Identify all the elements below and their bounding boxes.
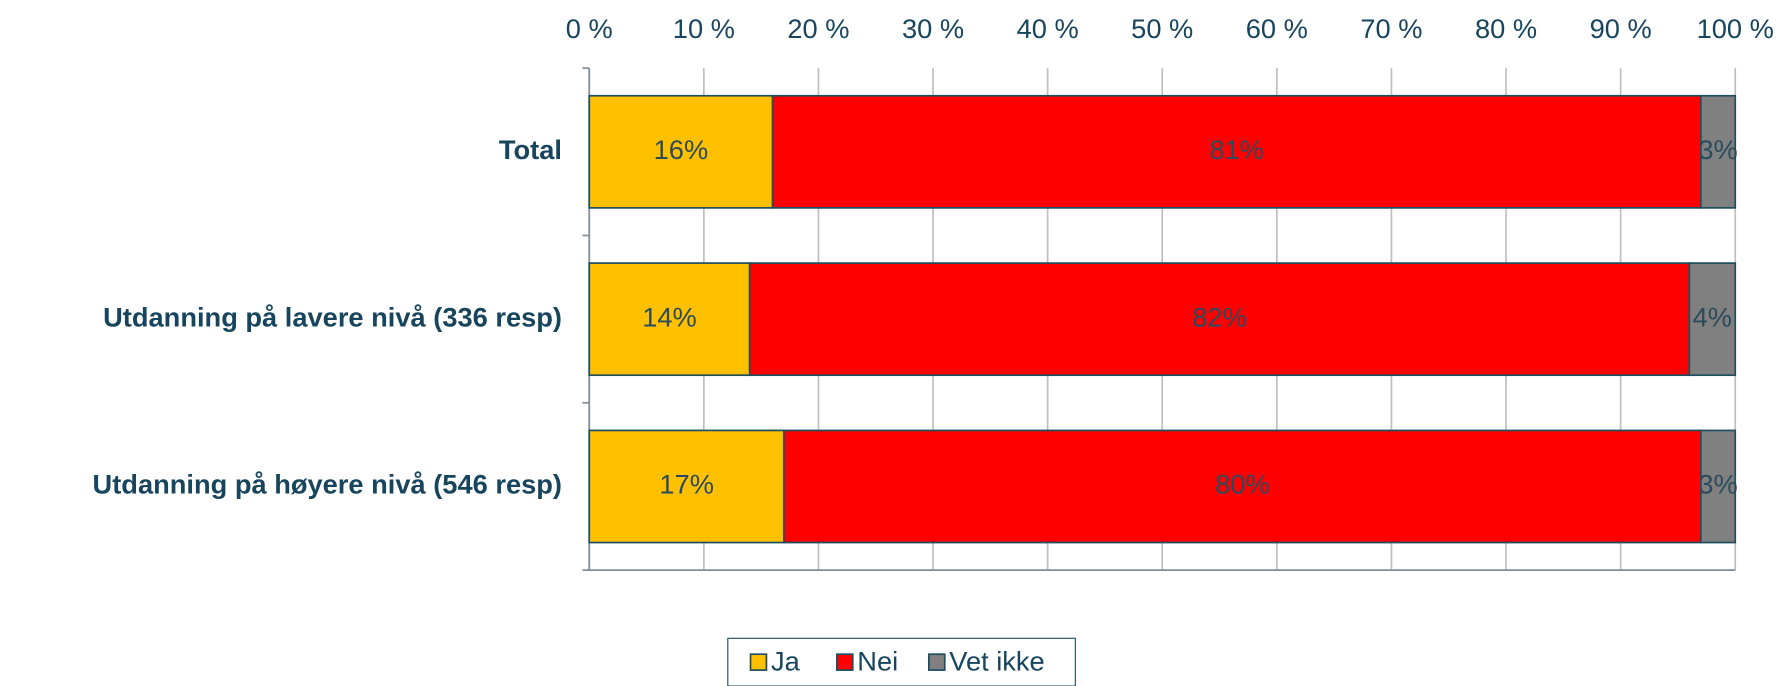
- value-label: 81%: [1209, 134, 1264, 165]
- x-tick-label: 100 %: [1697, 13, 1774, 44]
- bar-segment: [588, 429, 785, 544]
- legend-label: Vet ikke: [949, 645, 1044, 676]
- value-label: 82%: [1192, 301, 1247, 332]
- value-label: 80%: [1215, 469, 1270, 500]
- x-tick-label: 70 %: [1360, 13, 1422, 44]
- value-label: 14%: [642, 301, 697, 332]
- legend-label: Ja: [771, 645, 801, 676]
- x-tick-label: 40 %: [1017, 13, 1079, 44]
- value-label: 3%: [1698, 469, 1737, 500]
- legend-label: Nei: [857, 645, 898, 676]
- x-tick-label: 50 %: [1131, 13, 1193, 44]
- x-tick-label: 80 %: [1475, 13, 1537, 44]
- value-label: 17%: [659, 469, 714, 500]
- value-label: 4%: [1693, 301, 1732, 332]
- legend-box: [727, 637, 1076, 686]
- bar-segment: [771, 94, 1702, 209]
- x-tick-label: 90 %: [1590, 13, 1652, 44]
- legend-swatch: [927, 653, 946, 671]
- y-tick-label: Total: [499, 134, 562, 165]
- x-tick-label: 0 %: [566, 13, 613, 44]
- x-tick-label: 20 %: [787, 13, 849, 44]
- value-label: 3%: [1698, 134, 1737, 165]
- bar-segment: [783, 429, 1702, 544]
- legend-swatch: [835, 653, 854, 671]
- y-tick-label: Utdanning på høyere nivå (546 resp): [93, 469, 562, 500]
- bar-segment: [588, 94, 774, 209]
- x-tick-label: 30 %: [902, 13, 964, 44]
- bar-segment: [1688, 262, 1737, 377]
- x-tick-label: 10 %: [673, 13, 735, 44]
- value-label: 16%: [654, 134, 709, 165]
- legend-swatch: [749, 653, 768, 671]
- bar-segment: [1700, 429, 1737, 544]
- bar-segment: [1700, 94, 1737, 209]
- x-tick-label: 60 %: [1246, 13, 1308, 44]
- y-tick-label: Utdanning på lavere nivå (336 resp): [103, 301, 562, 332]
